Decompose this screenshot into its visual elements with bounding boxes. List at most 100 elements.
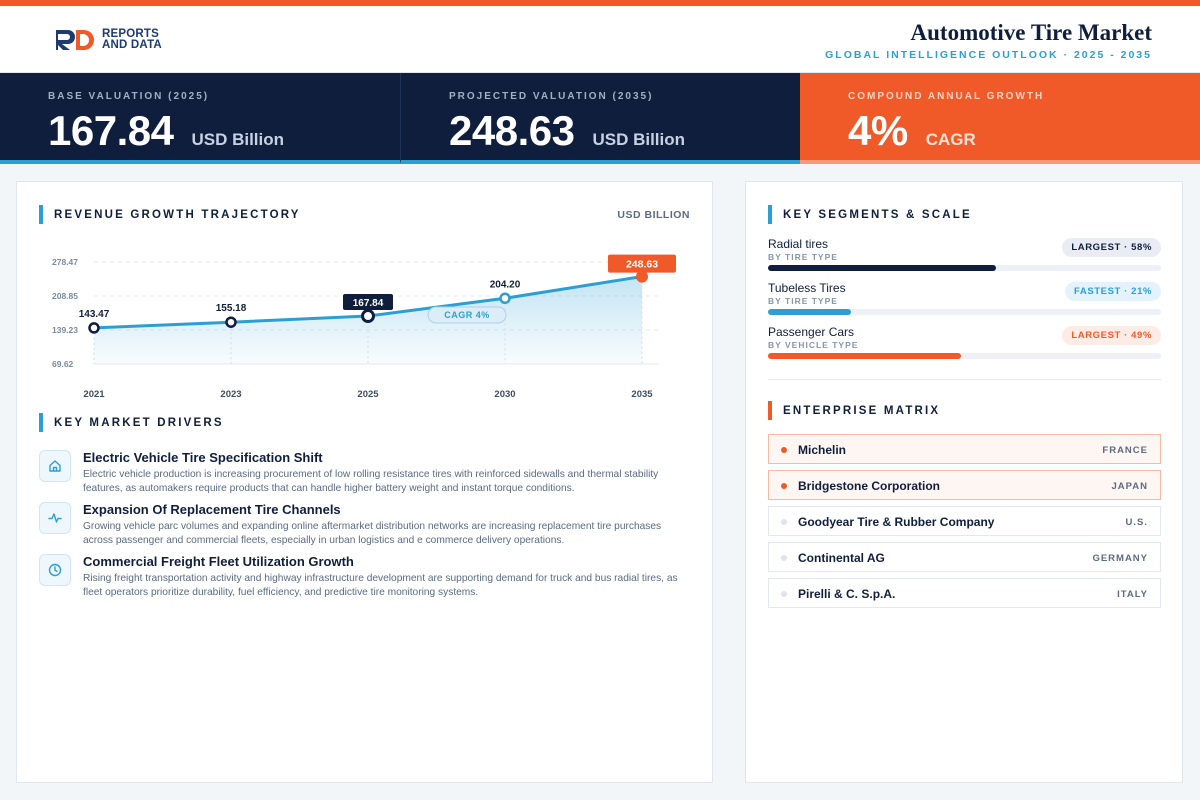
driver-title: Expansion Of Replacement Tire Channels <box>83 502 341 517</box>
segment-name: Passenger Cars <box>768 325 855 339</box>
y-axis-tick-label: 278.47 <box>52 257 78 267</box>
y-axis-tick-label: 208.85 <box>52 291 78 301</box>
revenue-section-title: REVENUE GROWTH TRAJECTORY <box>54 208 301 221</box>
driver-title: Commercial Freight Fleet Utilization Gro… <box>83 554 354 569</box>
company-country: ITALY <box>1117 589 1148 600</box>
segments-list: Radial tires BY TIRE TYPE LARGEST · 58% … <box>768 237 1161 369</box>
driver-item: Commercial Freight Fleet Utilization Gro… <box>39 554 689 606</box>
rd-logo-icon <box>56 30 94 50</box>
data-label-box <box>608 254 676 273</box>
home-icon <box>39 450 71 482</box>
company-country: JAPAN <box>1111 481 1148 492</box>
section-marker <box>39 413 43 432</box>
segment-badge: LARGEST · 58% <box>1062 238 1161 257</box>
company-dot-icon <box>781 519 787 525</box>
logo-wordmark: REPORTS AND DATA <box>102 28 162 51</box>
segment-share-bar <box>768 309 851 315</box>
data-point <box>88 322 100 334</box>
company-row[interactable]: Goodyear Tire & Rubber Company U.S. <box>768 506 1161 536</box>
chart-unit-label: USD BILLION <box>617 209 690 221</box>
kpi-cagr: COMPOUND ANNUAL GROWTH 4% CAGR <box>800 73 1200 164</box>
kpi-unit: USD Billion <box>191 130 285 149</box>
company-country: FRANCE <box>1102 445 1148 456</box>
kpi-number: 248.63 <box>449 107 575 154</box>
data-point <box>225 316 237 328</box>
drivers-section-title: KEY MARKET DRIVERS <box>54 416 224 429</box>
x-axis-tick-label: 2025 <box>357 389 379 400</box>
brand-logo[interactable]: REPORTS AND DATA <box>54 27 162 53</box>
kpi-label: BASE VALUATION (2025) <box>48 91 210 102</box>
segment-share-track <box>768 353 1161 359</box>
segment-share-bar <box>768 353 961 359</box>
segment-share-track <box>768 265 1161 271</box>
segment-badge: LARGEST · 49% <box>1062 326 1161 345</box>
company-country: U.S. <box>1125 517 1148 528</box>
driver-description: Growing vehicle parc volumes and expandi… <box>83 521 662 546</box>
data-label: 248.63 <box>626 259 658 271</box>
company-name: Pirelli & C. S.p.A. <box>798 587 896 601</box>
kpi-value-row: 4% CAGR <box>848 107 976 155</box>
segment-badge: FASTEST · 21% <box>1064 282 1161 301</box>
section-marker <box>768 205 772 224</box>
kpi-projected-valuation: PROJECTED VALUATION (2035) 248.63 USD Bi… <box>400 73 800 164</box>
section-marker <box>768 401 772 420</box>
kpi-label: PROJECTED VALUATION (2035) <box>449 91 654 102</box>
data-label: 143.47 <box>79 309 110 320</box>
company-dot-icon <box>781 555 787 561</box>
x-axis-tick-label: 2035 <box>631 389 653 400</box>
company-name: Goodyear Tire & Rubber Company <box>798 515 995 529</box>
enterprise-section-title: ENTERPRISE MATRIX <box>783 404 941 417</box>
company-dot-icon <box>781 447 787 453</box>
driver-title: Electric Vehicle Tire Specification Shif… <box>83 450 323 465</box>
drivers-list: Electric Vehicle Tire Specification Shif… <box>39 450 689 606</box>
x-axis-tick-label: 2030 <box>494 389 515 400</box>
company-row[interactable]: Pirelli & C. S.p.A. ITALY <box>768 578 1161 608</box>
cagr-pill <box>427 306 507 324</box>
data-label-box <box>343 294 393 311</box>
kpi-number: 4% <box>848 107 908 154</box>
data-label: 167.84 <box>353 298 384 309</box>
x-axis-tick-label: 2021 <box>83 389 105 400</box>
y-axis-tick-label: 139.23 <box>52 325 78 335</box>
driver-item: Expansion Of Replacement Tire Channels G… <box>39 502 689 554</box>
page-title: Automotive Tire Market <box>910 20 1152 45</box>
segment-item: Passenger Cars BY VEHICLE TYPE LARGEST ·… <box>768 325 1161 369</box>
company-row[interactable]: Michelin FRANCE <box>768 434 1161 464</box>
top-accent-bar <box>0 0 1200 6</box>
activity-icon <box>39 502 71 534</box>
data-label: 204.20 <box>490 279 521 290</box>
driver-description: Electric vehicle production is increasin… <box>83 469 659 494</box>
segment-name: Tubeless Tires <box>768 281 846 295</box>
driver-item: Electric Vehicle Tire Specification Shif… <box>39 450 689 502</box>
kpi-value-row: 167.84 USD Billion <box>48 107 284 155</box>
enterprise-section-header: ENTERPRISE MATRIX <box>768 401 940 420</box>
kpi-strip: BASE VALUATION (2025) 167.84 USD Billion… <box>0 73 1200 164</box>
kpi-number: 167.84 <box>48 107 174 154</box>
page-header: REPORTS AND DATA Automotive Tire Market … <box>0 6 1200 73</box>
data-point <box>361 309 375 324</box>
segment-share-track <box>768 309 1161 315</box>
kpi-label: COMPOUND ANNUAL GROWTH <box>848 91 1045 102</box>
company-dot-icon <box>781 483 787 489</box>
kpi-unit: CAGR <box>925 130 976 149</box>
kpi-base-valuation: BASE VALUATION (2025) 167.84 USD Billion <box>0 73 400 164</box>
company-name: Michelin <box>798 443 847 457</box>
logo-line-1: REPORTS <box>102 28 159 40</box>
section-divider <box>768 379 1161 380</box>
company-dot-icon <box>781 591 787 597</box>
data-point <box>636 270 648 283</box>
x-axis-tick-label: 2023 <box>220 389 241 400</box>
segment-category: BY TIRE TYPE <box>768 252 838 262</box>
segment-category: BY VEHICLE TYPE <box>768 340 859 350</box>
company-row[interactable]: Continental AG GERMANY <box>768 542 1161 572</box>
segment-name: Radial tires <box>768 237 829 251</box>
page-subtitle: GLOBAL INTELLIGENCE OUTLOOK · 2025 - 203… <box>825 49 1152 61</box>
revenue-card: REVENUE GROWTH TRAJECTORY USD BILLION 27… <box>16 181 713 783</box>
segment-item: Radial tires BY TIRE TYPE LARGEST · 58% <box>768 237 1161 281</box>
company-list: Michelin FRANCE Bridgestone Corporation … <box>768 434 1161 614</box>
segments-card: KEY SEGMENTS & SCALE Radial tires BY TIR… <box>745 181 1183 783</box>
segments-section-header: KEY SEGMENTS & SCALE <box>768 205 972 224</box>
company-row[interactable]: Bridgestone Corporation JAPAN <box>768 470 1161 500</box>
section-marker <box>39 205 43 224</box>
company-name: Continental AG <box>798 551 885 565</box>
